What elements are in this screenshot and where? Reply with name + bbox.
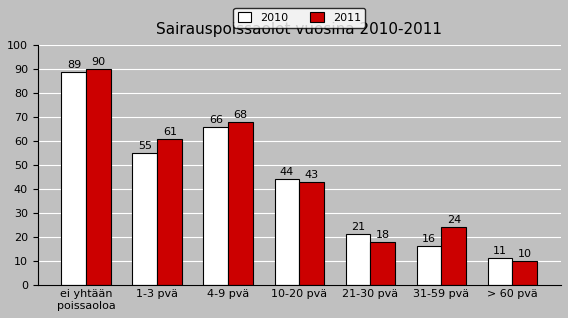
Bar: [132, 153, 157, 285]
Text: 44: 44: [280, 168, 294, 177]
Bar: [274, 179, 299, 285]
Bar: [203, 127, 228, 285]
Bar: [86, 69, 111, 285]
Text: 55: 55: [138, 141, 152, 151]
Bar: [441, 227, 466, 285]
Bar: [157, 139, 182, 285]
Text: 89: 89: [67, 60, 81, 70]
Text: 16: 16: [422, 234, 436, 245]
Text: 24: 24: [446, 215, 461, 225]
Bar: [512, 261, 537, 285]
Bar: [299, 182, 324, 285]
Title: Sairauspoissaolot vuosina 2010-2011: Sairauspoissaolot vuosina 2010-2011: [156, 22, 442, 37]
Text: 66: 66: [209, 115, 223, 125]
Text: 21: 21: [351, 223, 365, 232]
Legend: 2010, 2011: 2010, 2011: [233, 8, 365, 28]
Text: 68: 68: [233, 110, 248, 120]
Bar: [61, 72, 86, 285]
Text: 11: 11: [493, 246, 507, 256]
Text: 18: 18: [376, 230, 390, 240]
Text: 43: 43: [304, 170, 319, 180]
Bar: [228, 122, 253, 285]
Bar: [370, 242, 395, 285]
Bar: [345, 234, 370, 285]
Bar: [487, 258, 512, 285]
Bar: [416, 246, 441, 285]
Text: 10: 10: [518, 249, 532, 259]
Text: 90: 90: [91, 58, 106, 67]
Text: 61: 61: [163, 127, 177, 137]
